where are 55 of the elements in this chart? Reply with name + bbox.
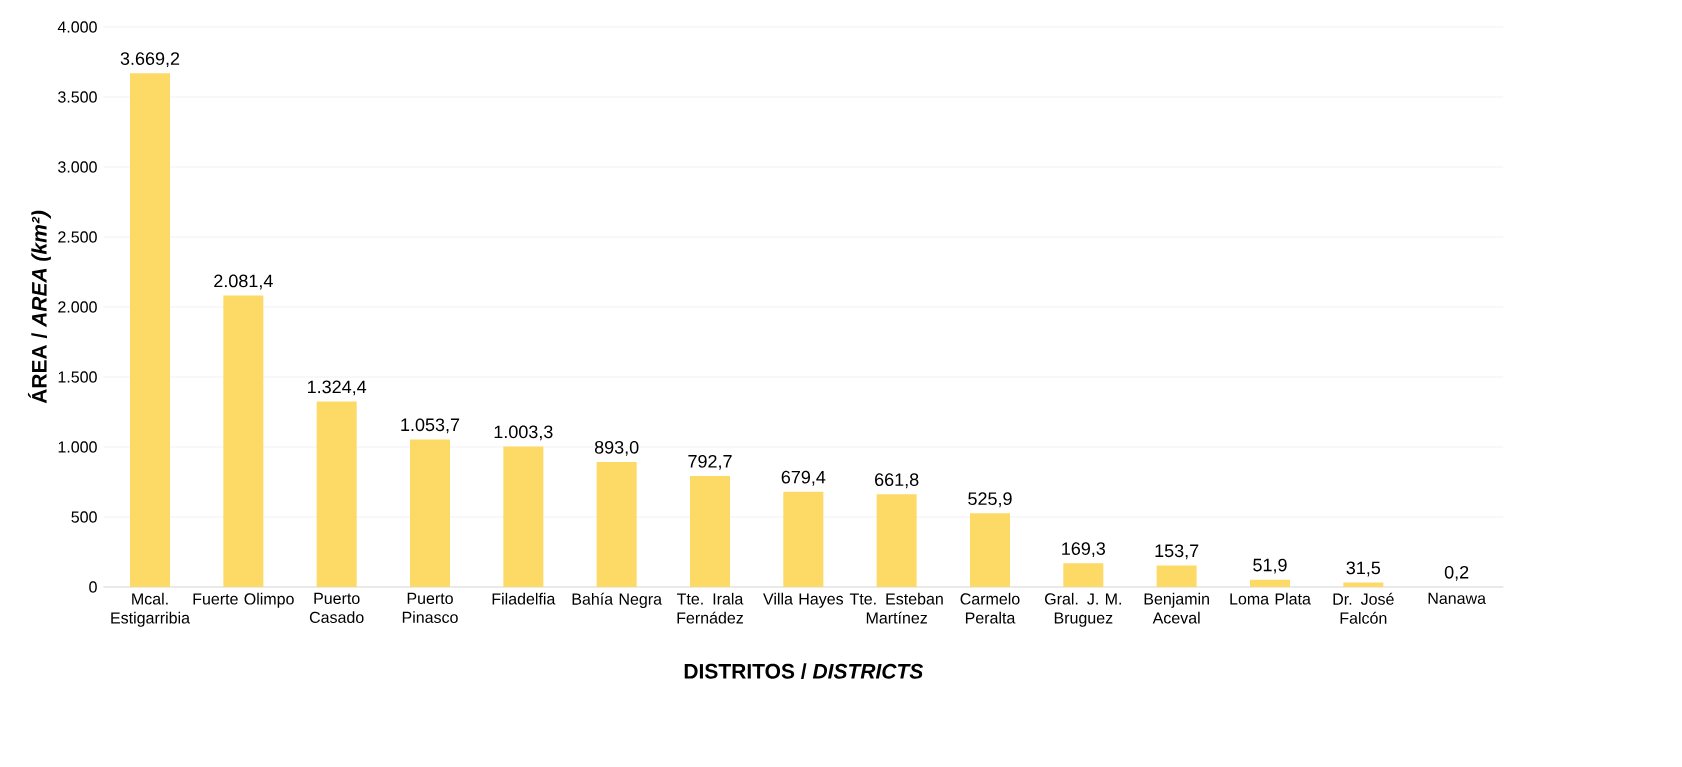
data-label: 51,9	[1253, 558, 1287, 574]
data-label: 525,9	[968, 492, 1012, 508]
x-tick-label: Loma Plata	[1230, 592, 1311, 605]
bar	[130, 73, 171, 587]
bar	[596, 461, 637, 587]
y-tick-label: 2.500	[58, 231, 97, 243]
x-tick-label: Dr. José Falcón	[1333, 592, 1394, 624]
data-label: 1.003,3	[494, 425, 553, 441]
x-tick-label: Tte. Irala Fernádez	[677, 592, 744, 624]
x-tick-label: Bahía Negra	[572, 592, 663, 608]
x-tick-label: Puerto Casado	[309, 592, 364, 624]
y-tick-label: 1.000	[58, 441, 97, 453]
y-tick-label: 0	[89, 581, 97, 593]
y-tick-label: 3.500	[58, 91, 97, 103]
x-tick-label: Mcal. Estigarribia	[111, 592, 190, 627]
y-tick-label: 4.000	[57, 21, 97, 33]
y-tick-label: 1.500	[58, 371, 97, 383]
bar	[223, 295, 264, 587]
x-tick-label: Fuerte Olimpo	[193, 592, 294, 608]
x-tick-label: Filadelfia	[492, 592, 556, 605]
data-label: 792,7	[688, 454, 732, 470]
y-axis-title: ÁREA / AREA (km²)	[27, 210, 51, 404]
data-label: 893,0	[594, 440, 639, 456]
y-tick-label: 2.000	[58, 301, 97, 313]
x-axis-title: DISTRITOS / DISTRICTS	[684, 663, 924, 679]
bar	[410, 439, 451, 587]
bar	[1249, 579, 1290, 587]
data-label: 3.669,2	[120, 52, 180, 68]
data-label: 169,3	[1062, 542, 1106, 558]
data-label: 679,4	[781, 470, 826, 486]
data-label: 31,5	[1346, 561, 1381, 577]
data-label: 661,8	[875, 473, 919, 489]
x-tick-label: Tte. Esteban Martínez	[849, 592, 943, 624]
bar	[1156, 565, 1197, 587]
data-label: 1.053,7	[401, 418, 460, 434]
y-tick-label: 500	[71, 511, 97, 523]
bar	[783, 491, 824, 587]
bar	[876, 494, 917, 587]
data-label: 1.324,4	[308, 380, 367, 396]
bar	[690, 476, 730, 587]
x-tick-label: Puerto Pinasco	[402, 592, 458, 624]
bar	[503, 446, 544, 587]
data-label: 2.081,4	[214, 274, 273, 290]
data-label: 153,7	[1155, 544, 1199, 560]
x-tick-label: Villa Hayes	[763, 592, 844, 608]
x-tick-label: Benjamin Aceval	[1144, 592, 1209, 624]
bar	[1063, 563, 1104, 587]
bar	[1343, 582, 1384, 587]
data-label: 0,2	[1444, 565, 1469, 581]
bar	[970, 513, 1010, 587]
x-tick-label: Gral. J. M. Bruguez	[1045, 592, 1121, 627]
x-tick-label: Nanawa	[1428, 592, 1486, 605]
bar	[316, 401, 357, 587]
x-tick-label: Carmelo Peralta	[960, 592, 1020, 624]
y-tick-label: 3.000	[58, 161, 97, 173]
